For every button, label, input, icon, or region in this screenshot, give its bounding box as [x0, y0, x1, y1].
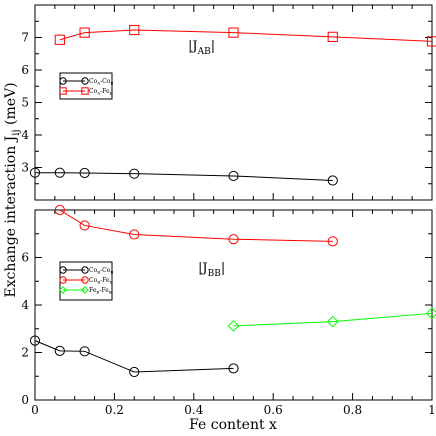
x-tick-label: 0.6	[264, 403, 283, 417]
bottom-panel: 0 2 4 6 0 0.2 0.4 0.6 0.8 1 CoB-CoB CoB-FeB FeB-FeB |…	[21, 204, 436, 417]
y-tick-label: 4	[21, 298, 29, 312]
legend-marker	[59, 87, 67, 95]
data-point	[426, 36, 436, 47]
series-line	[59, 29, 433, 42]
y-axis-label: Exchange interaction Jij (meV)	[3, 82, 22, 297]
y-tick-label: 0	[21, 393, 29, 407]
y-tick-label: 3	[21, 161, 29, 175]
y-axis-label-unit: (meV)	[3, 82, 19, 129]
legend-marker	[81, 276, 89, 284]
top-panel: 3 4 5 6 7 CoA-CoB CoA-FeB |JAB|	[21, 4, 436, 201]
x-axis-label: Fe content x	[189, 417, 277, 433]
panel-annotation: |JAB|	[188, 39, 215, 57]
panel-annotation: |JBB|	[198, 261, 225, 279]
data-point	[54, 167, 65, 178]
data-point	[129, 366, 140, 378]
legend-entry: CoB-FeB	[89, 277, 113, 285]
legend-entry: CoB-CoB	[89, 267, 113, 275]
y-tick-label: 6	[21, 63, 29, 77]
legend-entry: FeB-FeB	[89, 287, 112, 295]
legend-marker	[59, 276, 67, 284]
legend-marker	[59, 286, 67, 294]
data-point	[228, 170, 239, 182]
data-point	[326, 315, 339, 328]
legend-marker	[59, 77, 67, 85]
data-point	[79, 27, 90, 38]
data-point	[327, 175, 338, 186]
data-point	[79, 167, 90, 179]
y-tick-label: 7	[21, 31, 29, 45]
series-line	[233, 312, 433, 327]
data-point	[54, 204, 65, 216]
y-tick-label: 4	[21, 128, 29, 142]
plot-frame	[34, 209, 433, 401]
legend-marker	[59, 266, 67, 274]
data-point	[79, 346, 90, 357]
legend-marker	[81, 87, 89, 95]
legend-entry: CoA-FeB	[89, 88, 113, 96]
legend-marker	[81, 77, 89, 85]
x-tick-label: 0.4	[184, 403, 203, 417]
data-point	[327, 236, 338, 247]
data-point	[54, 34, 65, 45]
data-point	[54, 345, 65, 356]
x-tick-label: 0.8	[343, 403, 362, 417]
legend-marker	[81, 286, 89, 294]
legend-box	[59, 261, 113, 301]
x-tick-label: 0.2	[105, 403, 124, 417]
data-point	[327, 31, 338, 42]
x-tick-label: 0	[31, 403, 39, 417]
legend-box	[59, 72, 113, 100]
legend-entry: CoA-CoB	[89, 78, 113, 86]
data-point	[79, 220, 90, 231]
data-point	[29, 335, 41, 346]
data-point	[228, 27, 239, 38]
data-point	[426, 307, 436, 320]
data-point	[228, 363, 239, 374]
plot-frame	[34, 4, 433, 201]
series-line	[34, 340, 234, 373]
y-axis-label-main: Exchange interaction J	[3, 136, 19, 298]
data-point	[129, 24, 140, 36]
data-point	[227, 319, 240, 332]
y-tick-label: 2	[21, 346, 29, 360]
data-point	[129, 229, 140, 240]
data-point	[228, 234, 239, 245]
x-tick-label: 1	[428, 403, 436, 417]
y-tick-label: 6	[21, 251, 29, 265]
y-tick-label: 5	[21, 96, 29, 110]
series-line	[59, 209, 333, 242]
data-point	[29, 167, 41, 178]
data-point	[129, 168, 140, 179]
y-axis-label-sub: ij	[11, 129, 22, 135]
legend-marker	[81, 266, 89, 274]
